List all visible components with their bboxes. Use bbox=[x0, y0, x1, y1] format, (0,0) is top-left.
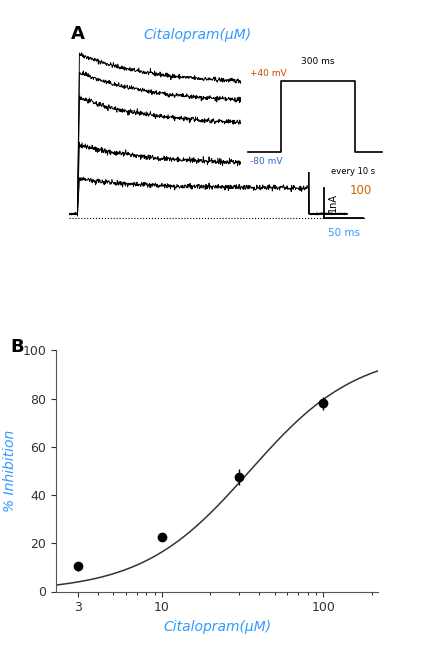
Text: A: A bbox=[71, 25, 85, 44]
Text: Citalopram(μM): Citalopram(μM) bbox=[143, 28, 251, 42]
Text: 0: 0 bbox=[350, 77, 357, 90]
Y-axis label: % Inhibition: % Inhibition bbox=[3, 430, 17, 512]
Text: 30: 30 bbox=[350, 160, 365, 173]
Text: B: B bbox=[11, 339, 25, 356]
Text: every 10 s: every 10 s bbox=[331, 167, 375, 176]
Text: +40 mV: +40 mV bbox=[250, 69, 287, 78]
Text: 100: 100 bbox=[350, 184, 372, 197]
Text: 300 ms: 300 ms bbox=[301, 57, 335, 66]
Text: 10: 10 bbox=[350, 120, 365, 133]
Text: 3: 3 bbox=[350, 96, 357, 109]
X-axis label: Citalopram(μM): Citalopram(μM) bbox=[163, 620, 271, 634]
Text: 50 ms: 50 ms bbox=[328, 229, 359, 239]
Text: -80 mV: -80 mV bbox=[250, 157, 283, 166]
Text: 1nA: 1nA bbox=[328, 194, 338, 213]
